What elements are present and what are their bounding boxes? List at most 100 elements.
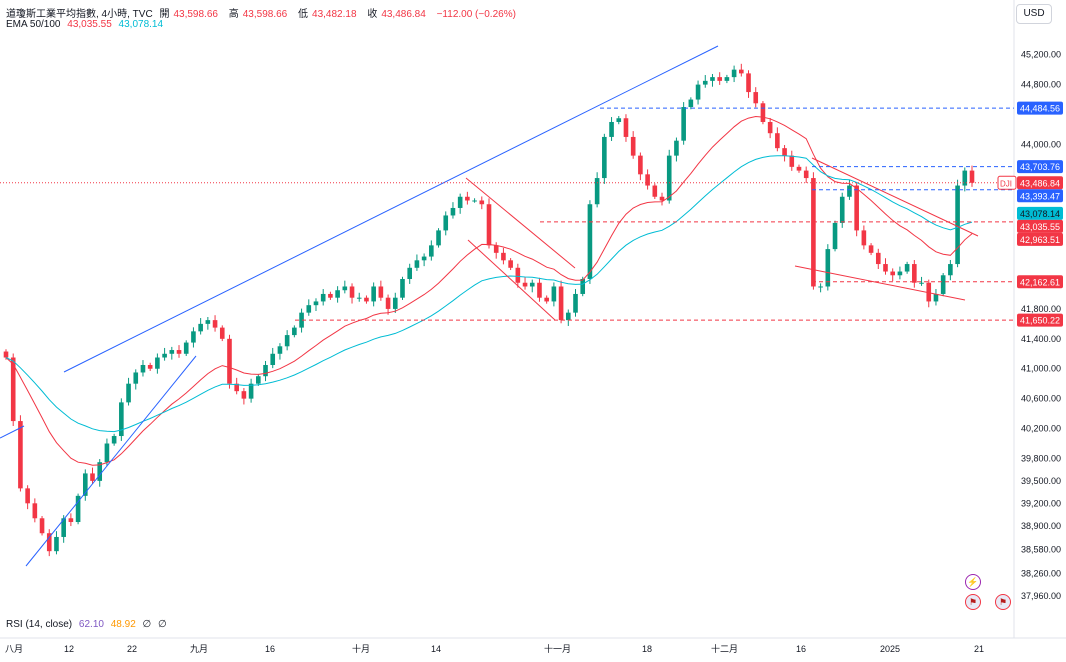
x-tick-label: 16 (796, 644, 806, 654)
candle-body (565, 312, 571, 321)
candle-body (10, 357, 16, 422)
candle-body (284, 335, 290, 347)
wedge-top-line (811, 157, 979, 237)
candle-body (796, 166, 802, 171)
candle-body (111, 436, 117, 444)
candle-body (486, 204, 492, 246)
wedge-bottom-line (794, 265, 966, 301)
candle-body (356, 297, 362, 299)
open-value: 開 43,598.66 (159, 9, 218, 20)
candle-body (875, 252, 881, 265)
price-label: 43,078.14 (1020, 209, 1060, 219)
candle-body (277, 346, 283, 354)
candle-body (602, 136, 607, 179)
candle-body (746, 73, 751, 93)
candle-body (68, 518, 74, 523)
y-tick-label: 38,900.00 (1021, 521, 1061, 531)
candle-body (241, 391, 247, 399)
change-value: −112.00 (−0.26%) (436, 9, 516, 20)
rsi-value-1: 62.10 (78, 619, 104, 630)
candle-body (832, 222, 838, 250)
y-tick-label: 41,800.00 (1021, 304, 1061, 314)
ema-legend: EMA 50/100 43,035.55 43,078.14 (6, 19, 167, 30)
candle-body (133, 372, 139, 384)
x-tick-label: 十一月 (544, 643, 571, 654)
x-tick-label: 九月 (190, 644, 208, 654)
candle-body (465, 196, 470, 201)
y-tick-label: 40,200.00 (1021, 424, 1061, 434)
candle-body (573, 293, 578, 313)
price-label: 42,162.61 (1020, 277, 1060, 287)
candle-body (551, 286, 557, 302)
candle-body (695, 84, 701, 100)
ema100-line (5, 155, 973, 433)
candle-body (760, 103, 766, 122)
us-flag-event-icon-2[interactable]: ⚑ (995, 594, 1011, 610)
candle-body (558, 286, 564, 321)
price-label-box (1017, 206, 1063, 220)
price-label: 43,703.76 (1020, 162, 1060, 172)
candle-body (313, 301, 319, 306)
candle-body (292, 327, 297, 336)
candle-body (955, 185, 960, 265)
upper-trendline (63, 45, 719, 373)
candle-body (529, 282, 535, 287)
high-value: 高 43,598.66 (228, 9, 288, 20)
ema-label: EMA 50/100 (6, 19, 61, 30)
candle-body (126, 383, 131, 403)
price-label-box (1017, 275, 1063, 289)
candle-body (933, 293, 939, 302)
x-tick-label: 18 (642, 644, 652, 654)
candle-body (803, 170, 809, 179)
candle-body (104, 443, 110, 463)
candle-body (688, 99, 694, 108)
candle-body (75, 495, 81, 523)
currency-button[interactable]: USD (1016, 4, 1052, 24)
x-tick-label: 21 (974, 644, 984, 654)
price-label-box (1017, 176, 1063, 190)
candle-body (176, 350, 182, 354)
y-tick-label: 44,800.00 (1021, 80, 1061, 90)
y-tick-label: 38,260.00 (1021, 569, 1061, 579)
ema50-value: 43,035.55 (67, 19, 112, 30)
candle-body (385, 297, 391, 309)
candle-body (825, 249, 831, 287)
candle-body (861, 230, 867, 246)
candle-body (818, 286, 823, 288)
candle-body (789, 155, 795, 167)
candle-body (3, 351, 9, 358)
candle-body (847, 185, 852, 197)
lightning-event-icon[interactable]: ⚡ (965, 574, 981, 590)
channel-bottom-line (467, 239, 556, 321)
candle-body (515, 267, 521, 283)
candle-body (580, 279, 586, 294)
candle-body (39, 518, 45, 534)
y-tick-label: 40,600.00 (1021, 394, 1061, 404)
candle-body (162, 353, 167, 358)
y-tick-label: 44,000.00 (1021, 139, 1061, 149)
candle-body (948, 264, 953, 276)
low-value: 低 43,482.18 (298, 9, 357, 20)
candle-body (219, 327, 225, 339)
price-label-box (1017, 313, 1063, 327)
candle-body (299, 312, 304, 328)
candle-body (652, 185, 658, 197)
us-flag-event-icon[interactable]: ⚑ (965, 594, 981, 610)
candle-body (854, 185, 859, 231)
candle-body (140, 364, 146, 373)
symbol-line: 道瓊斯工業平均指數, 4小時, TVC (6, 9, 153, 20)
symbol-badge: DJI (1000, 179, 1012, 188)
y-tick-label: 39,500.00 (1021, 476, 1061, 486)
candle-body (594, 178, 600, 205)
candle-body (263, 364, 268, 377)
candle-body (320, 293, 326, 302)
rsi-legend: RSI (14, close) 62.10 48.92 ∅ ∅ (6, 619, 171, 630)
y-tick-label: 39,200.00 (1021, 498, 1061, 508)
candle-body (364, 297, 369, 302)
price-label-box (1017, 101, 1063, 115)
candle-body (753, 92, 759, 104)
candle-body (46, 533, 52, 552)
candle-body (349, 286, 355, 298)
candle-body (969, 170, 975, 183)
